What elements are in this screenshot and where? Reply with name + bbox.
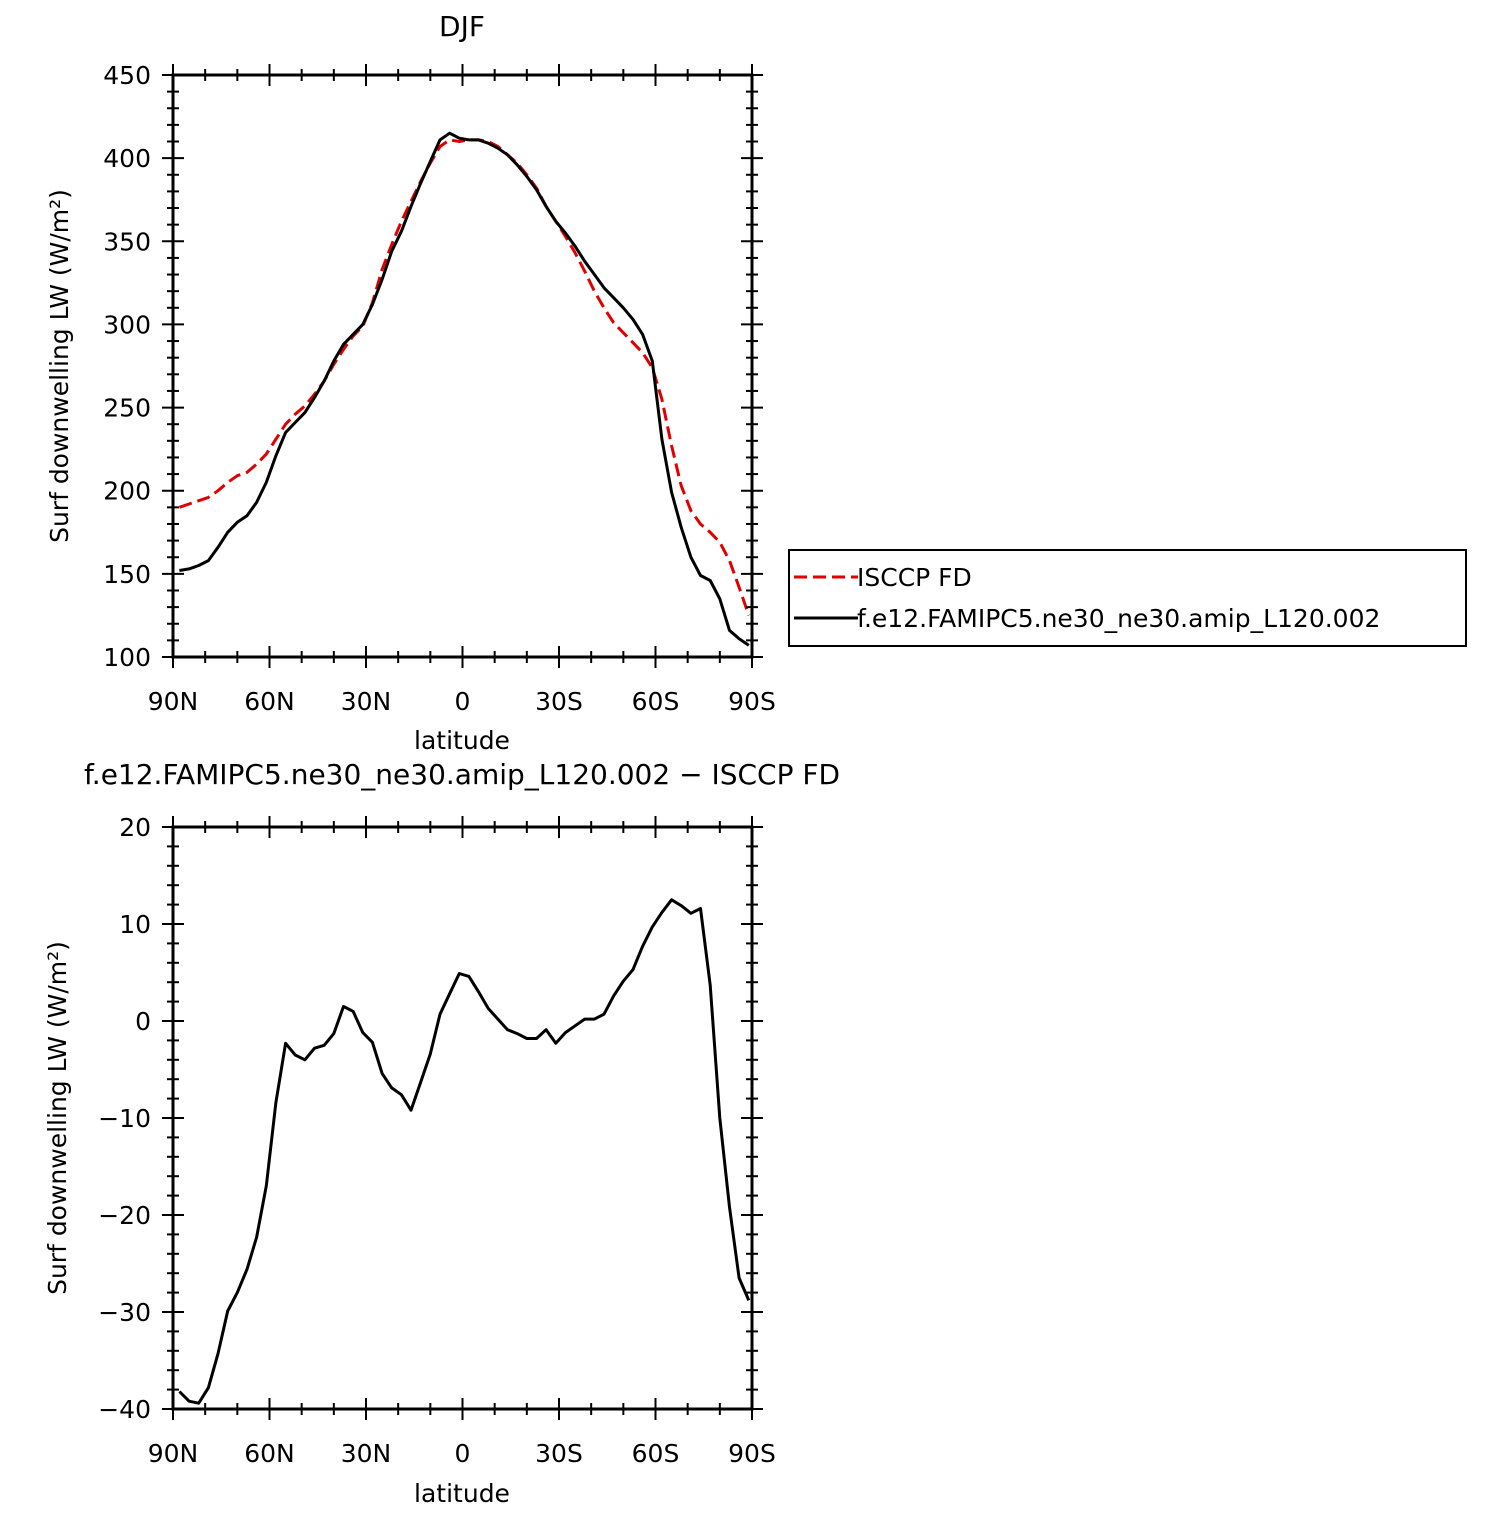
bottom-panel-series-line-model: [178, 898, 751, 1405]
bottom-panel: f.e12.FAMIPC5.ne30_ne30.amip_L120.002 − …: [43, 758, 840, 1508]
top-panel-y-tick-label: 250: [103, 394, 151, 423]
bottom-panel-x-tick-label: 30N: [341, 1439, 392, 1468]
bottom-panel-x-tick-label: 30S: [535, 1439, 583, 1468]
top-panel-x-tick-label: 0: [455, 687, 471, 716]
legend-label-model: f.e12.FAMIPC5.ne30_ne30.amip_L120.002: [857, 604, 1380, 633]
bottom-panel-x-tick-label: 90N: [148, 1439, 199, 1468]
top-panel-y-tick-label: 100: [103, 643, 151, 672]
top-panel-frame: [171, 73, 754, 659]
legend-box: [788, 549, 1467, 647]
bottom-panel-x-axis-label: latitude: [414, 1479, 510, 1508]
top-panel-y-tick-label: 400: [103, 144, 151, 173]
top-panel-series-line-isccp: [178, 138, 751, 616]
bottom-panel-x-tick-label: 90S: [728, 1439, 776, 1468]
bottom-panel-y-tick-label: −30: [98, 1298, 151, 1327]
legend: ISCCP FD f.e12.FAMIPC5.ne30_ne30.amip_L1…: [788, 549, 1467, 647]
bottom-panel-title: f.e12.FAMIPC5.ne30_ne30.amip_L120.002 − …: [84, 758, 840, 791]
top-panel-x-tick-label: 60S: [632, 687, 680, 716]
bottom-panel-y-axis-label: Surf downwelling LW (W/m²): [43, 941, 72, 1295]
top-panel-y-tick-label: 150: [103, 560, 151, 589]
bottom-panel-frame: [171, 825, 754, 1411]
top-panel-x-tick-label: 90N: [148, 687, 199, 716]
top-panel-y-tick-label: 450: [103, 61, 151, 90]
bottom-panel-y-tick-label: −10: [98, 1104, 151, 1133]
top-panel-y-tick-label: 300: [103, 310, 151, 339]
top-panel-title: DJF: [439, 10, 485, 43]
legend-label-isccp: ISCCP FD: [857, 563, 972, 592]
bottom-panel-y-tick-label: −40: [98, 1395, 151, 1424]
top-panel-x-tick-label: 90S: [728, 687, 776, 716]
top-panel-x-tick-label: 30N: [341, 687, 392, 716]
bottom-panel-y-tick-label: 20: [119, 813, 151, 842]
top-panel-y-tick-label: 200: [103, 477, 151, 506]
bottom-panel-plot-area: 90N 60N 30N 0 30S 60S 90S −40 −30 −20 −10 0 10 20: [98, 813, 776, 1468]
bottom-panel-y-tick-label: 0: [135, 1007, 151, 1036]
top-panel: DJF 90N 60N 30N 0 30S 60S 90S 100 150 200 250 300 35…: [45, 10, 776, 755]
top-panel-x-axis-label: latitude: [414, 726, 510, 755]
top-panel-y-tick-label: 350: [103, 227, 151, 256]
top-panel-plot-area: 90N 60N 30N 0 30S 60S 90S 100 150 200 250 300 350 400…: [103, 61, 776, 716]
top-panel-series-line-model: [179, 131, 750, 647]
top-panel-x-tick-label: 30S: [535, 687, 583, 716]
top-panel-x-tick-label: 60N: [244, 687, 295, 716]
bottom-panel-x-tick-label: 60N: [244, 1439, 295, 1468]
bottom-panel-x-tick-label: 60S: [632, 1439, 680, 1468]
top-panel-y-axis-label: Surf downwelling LW (W/m²): [45, 189, 74, 543]
bottom-panel-y-tick-label: 10: [119, 910, 151, 939]
bottom-panel-x-tick-label: 0: [455, 1439, 471, 1468]
bottom-panel-y-tick-label: −20: [98, 1201, 151, 1230]
